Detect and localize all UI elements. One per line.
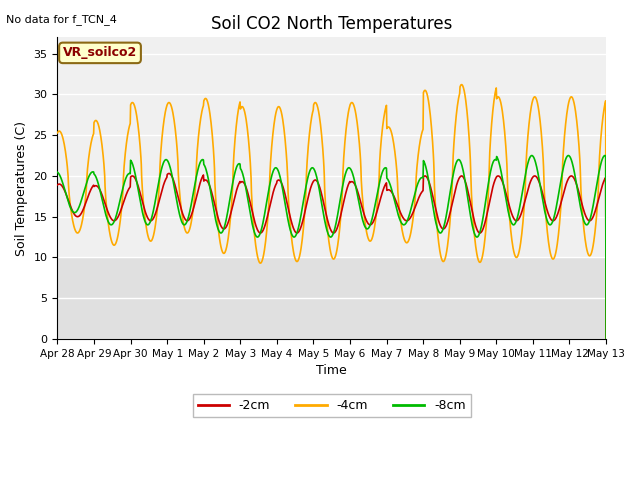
Text: No data for f_TCN_4: No data for f_TCN_4 <box>6 14 117 25</box>
Text: VR_soilco2: VR_soilco2 <box>63 47 137 60</box>
Legend: -2cm, -4cm, -8cm: -2cm, -4cm, -8cm <box>193 394 471 417</box>
Title: Soil CO2 North Temperatures: Soil CO2 North Temperatures <box>211 15 452 33</box>
Bar <box>58 257 606 339</box>
Y-axis label: Soil Temperatures (C): Soil Temperatures (C) <box>15 120 28 256</box>
X-axis label: Time: Time <box>316 364 347 377</box>
